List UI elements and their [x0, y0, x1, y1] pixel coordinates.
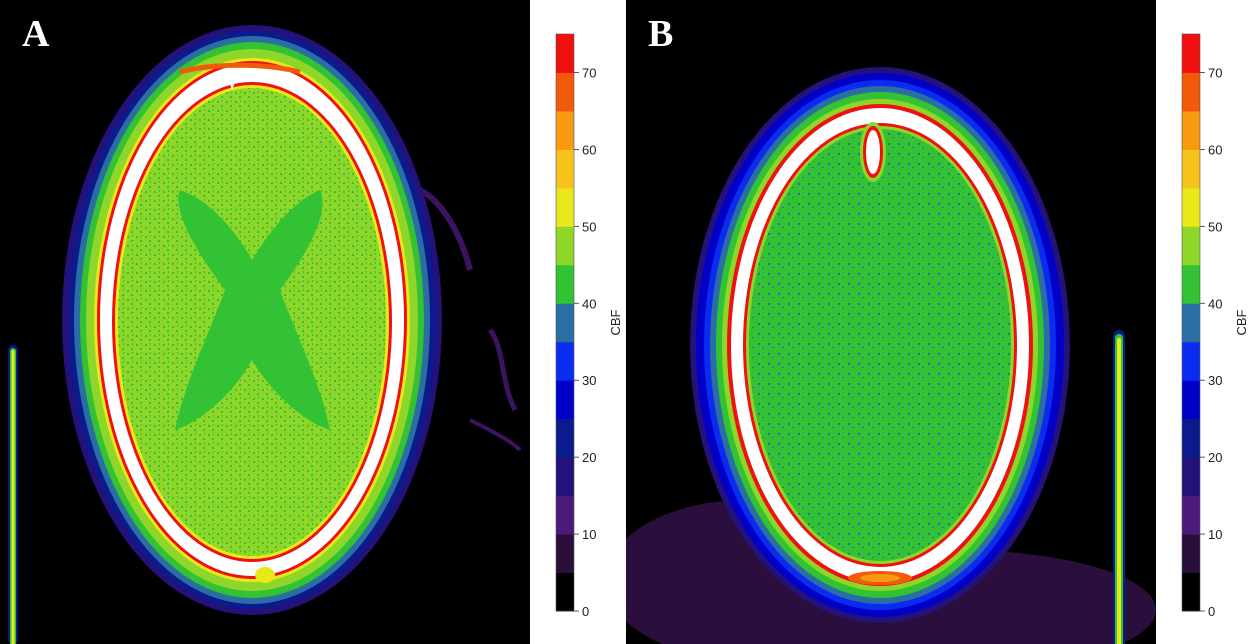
brain-scan-b [626, 67, 1156, 644]
cbf-map-panel-a: A [0, 0, 530, 644]
colorbar-tick-label: 0 [582, 604, 589, 619]
colorbar-band [556, 303, 574, 343]
scan-artifact [487, 328, 518, 412]
colorbar-band [1182, 572, 1200, 612]
cbf-map-panel-b: B [626, 0, 1156, 644]
colorbar-frame [555, 33, 575, 612]
colorbar-unit-label: CBF [1234, 309, 1249, 335]
colorbar-tick-label: 70 [582, 65, 596, 80]
colorbar-tick-label: 70 [1208, 65, 1222, 80]
colorbar-band [556, 418, 574, 458]
scan-artifact [418, 187, 473, 271]
colorbar-band [1182, 418, 1200, 458]
colorbar-band [556, 457, 574, 497]
colorbar-band [1182, 303, 1200, 343]
colorbar-band [556, 226, 574, 266]
colorbar-band [1182, 110, 1200, 150]
colorbar-tick-label: 50 [582, 219, 596, 234]
colorbar-b-graphic: 0 10 20 30 40 50 60 70 CBF [1181, 33, 1249, 619]
colorbar-band [1182, 341, 1200, 381]
colorbar-tick-label: 20 [1208, 450, 1222, 465]
scan-artifact [469, 418, 522, 452]
colorbar-tick-label: 30 [1208, 373, 1222, 388]
colorbar-band [556, 534, 574, 574]
colorbar-a-graphic: 0 10 20 30 40 50 60 70 CBF [555, 33, 623, 619]
colorbar-band [556, 149, 574, 189]
colorbar-band [556, 72, 574, 112]
colorbar-tick-label: 0 [1208, 604, 1215, 619]
colorbar-band [556, 264, 574, 304]
colorbar-tick-label: 30 [582, 373, 596, 388]
colorbar-band [1182, 495, 1200, 535]
colorbar-tick-label: 40 [1208, 296, 1222, 311]
colorbar-b: 0 10 20 30 40 50 60 70 CBF [1156, 0, 1250, 644]
colorbar-band [1182, 380, 1200, 420]
colorbar-band [556, 110, 574, 150]
brain-scan-a [8, 25, 522, 644]
colorbar-band [556, 187, 574, 227]
colorbar-tick-label: 10 [1208, 527, 1222, 542]
colorbar-band [1182, 149, 1200, 189]
colorbar-band [1182, 226, 1200, 266]
panel-label-a: A [22, 13, 50, 55]
colorbar-band [1182, 457, 1200, 497]
ventricles [175, 190, 330, 430]
colorbar-band [556, 572, 574, 612]
colorbar-unit-label: CBF [608, 309, 623, 335]
colorbar-band [1182, 264, 1200, 304]
panel-label-b: B [648, 13, 674, 55]
colorbar-band [556, 495, 574, 535]
colorbar-band [1182, 72, 1200, 112]
colorbar-band [556, 380, 574, 420]
brain-tissue [749, 129, 1011, 561]
colorbar-tick-label: 50 [1208, 219, 1222, 234]
colorbar-a: 0 10 20 30 40 50 60 70 CBF [530, 0, 624, 644]
colorbar-band [1182, 34, 1200, 73]
colorbar-tick-label: 60 [1208, 142, 1222, 157]
colorbar-tick-label: 60 [582, 142, 596, 157]
colorbar-band [556, 34, 574, 73]
colorbar-band [1182, 534, 1200, 574]
colorbar-tick-label: 20 [582, 450, 596, 465]
colorbar-band [1182, 187, 1200, 227]
colorbar-frame [1181, 33, 1201, 612]
colorbar-tick-label: 10 [582, 527, 596, 542]
colorbar-band [556, 341, 574, 381]
colorbar-tick-label: 40 [582, 296, 596, 311]
